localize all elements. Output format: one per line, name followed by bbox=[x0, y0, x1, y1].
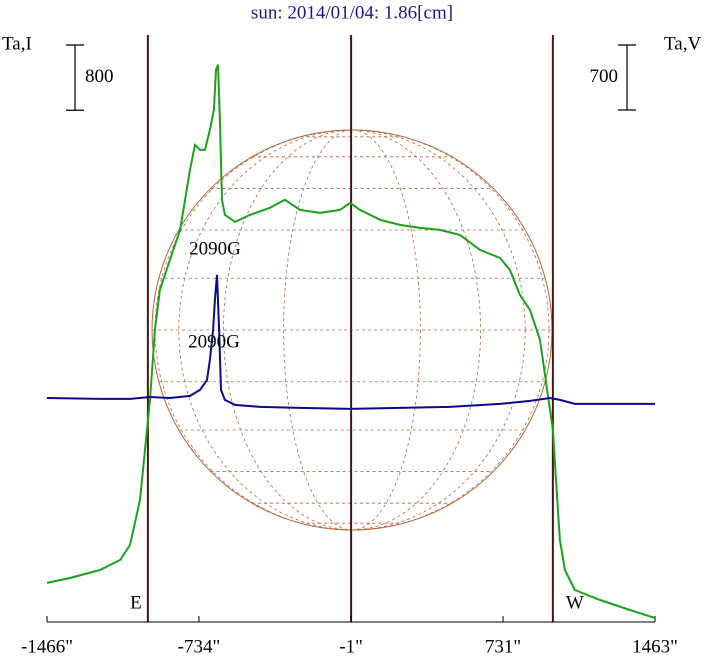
y-axis-label: Ta,I bbox=[2, 33, 32, 54]
disc-meridian bbox=[223, 129, 481, 531]
marker-label: E bbox=[130, 592, 142, 613]
disc-meridian bbox=[178, 129, 526, 531]
y2-axis-label: Ta,V bbox=[664, 33, 701, 54]
x-tick-label: -1466" bbox=[21, 636, 73, 657]
peak-annotation: 2090G bbox=[188, 331, 240, 352]
peak-annotation: 2090G bbox=[189, 238, 241, 259]
x-tick-label: 1463" bbox=[632, 636, 678, 657]
series-line bbox=[46, 64, 656, 619]
scale-bar-label: 800 bbox=[85, 66, 114, 87]
scale-bar bbox=[618, 44, 636, 111]
x-tick-label: -1" bbox=[339, 636, 363, 657]
scale-bar-label: 700 bbox=[590, 66, 619, 87]
x-tick-label: 731" bbox=[485, 636, 521, 657]
series-line bbox=[46, 274, 655, 410]
x-tick-label: -734" bbox=[178, 636, 221, 657]
marker-label: W bbox=[566, 592, 584, 613]
scale-bar bbox=[66, 44, 84, 111]
chart-title: sun: 2014/01/04: 1.86[cm] bbox=[251, 2, 453, 23]
disc-meridian bbox=[154, 129, 550, 531]
